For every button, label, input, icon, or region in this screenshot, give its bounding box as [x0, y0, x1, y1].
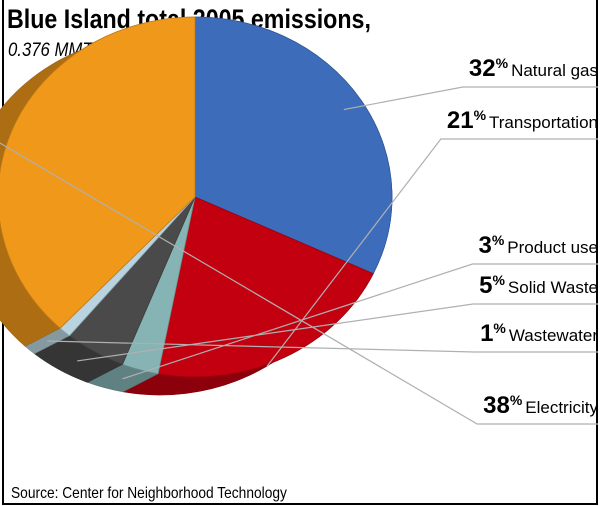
slice-transportation: [157, 196, 374, 378]
slice-value-product-use: 3: [478, 232, 491, 259]
slice-category-transportation: Transportation: [489, 113, 598, 132]
leader-line-transportation: [266, 138, 598, 367]
slice-label-natural-gas: 32% Natural gas: [469, 55, 598, 82]
leader-line-wastewater: [47, 340, 598, 353]
leader-line-solid-waste: [77, 303, 598, 362]
slice-value-transportation: 21: [447, 107, 474, 134]
slice-value-natural-gas: 32: [469, 55, 496, 82]
leader-line-electricity: [0, 142, 598, 425]
source-note: Source: Center for Neighborhood Technolo…: [11, 485, 287, 502]
slice-label-electricity: 38% Electricity: [483, 392, 598, 419]
slice-value-electricity: 38: [483, 392, 510, 419]
leader-line-product-use: [122, 263, 598, 380]
slice-electricity: [0, 16, 196, 329]
slice-label-wastewater: 1% Wastewater: [480, 320, 598, 347]
slice-category-natural-gas: Natural gas: [511, 61, 598, 80]
leader-lines: [0, 86, 598, 425]
slice-value-wastewater: 1: [480, 320, 493, 347]
slice-value-solid-waste: 5: [479, 272, 492, 299]
leader-line-natural-gas: [343, 86, 598, 111]
slice-category-wastewater: Wastewater: [509, 326, 598, 345]
slice-category-product-use: Product use: [507, 238, 598, 257]
pie-tops: [0, 16, 393, 378]
slice-category-electricity: Electricity: [525, 398, 598, 417]
slice-label-transportation: 21% Transportation: [447, 107, 598, 134]
slice-labels: 32% Natural gas 21% Transportation 3% Product…: [447, 55, 599, 419]
slice-label-solid-waste: 5% Solid Waste: [479, 272, 598, 299]
slice-natural-gas: [194, 16, 393, 275]
slice-label-product-use: 3% Product use: [478, 232, 598, 259]
slice-category-solid-waste: Solid Waste: [508, 278, 598, 297]
